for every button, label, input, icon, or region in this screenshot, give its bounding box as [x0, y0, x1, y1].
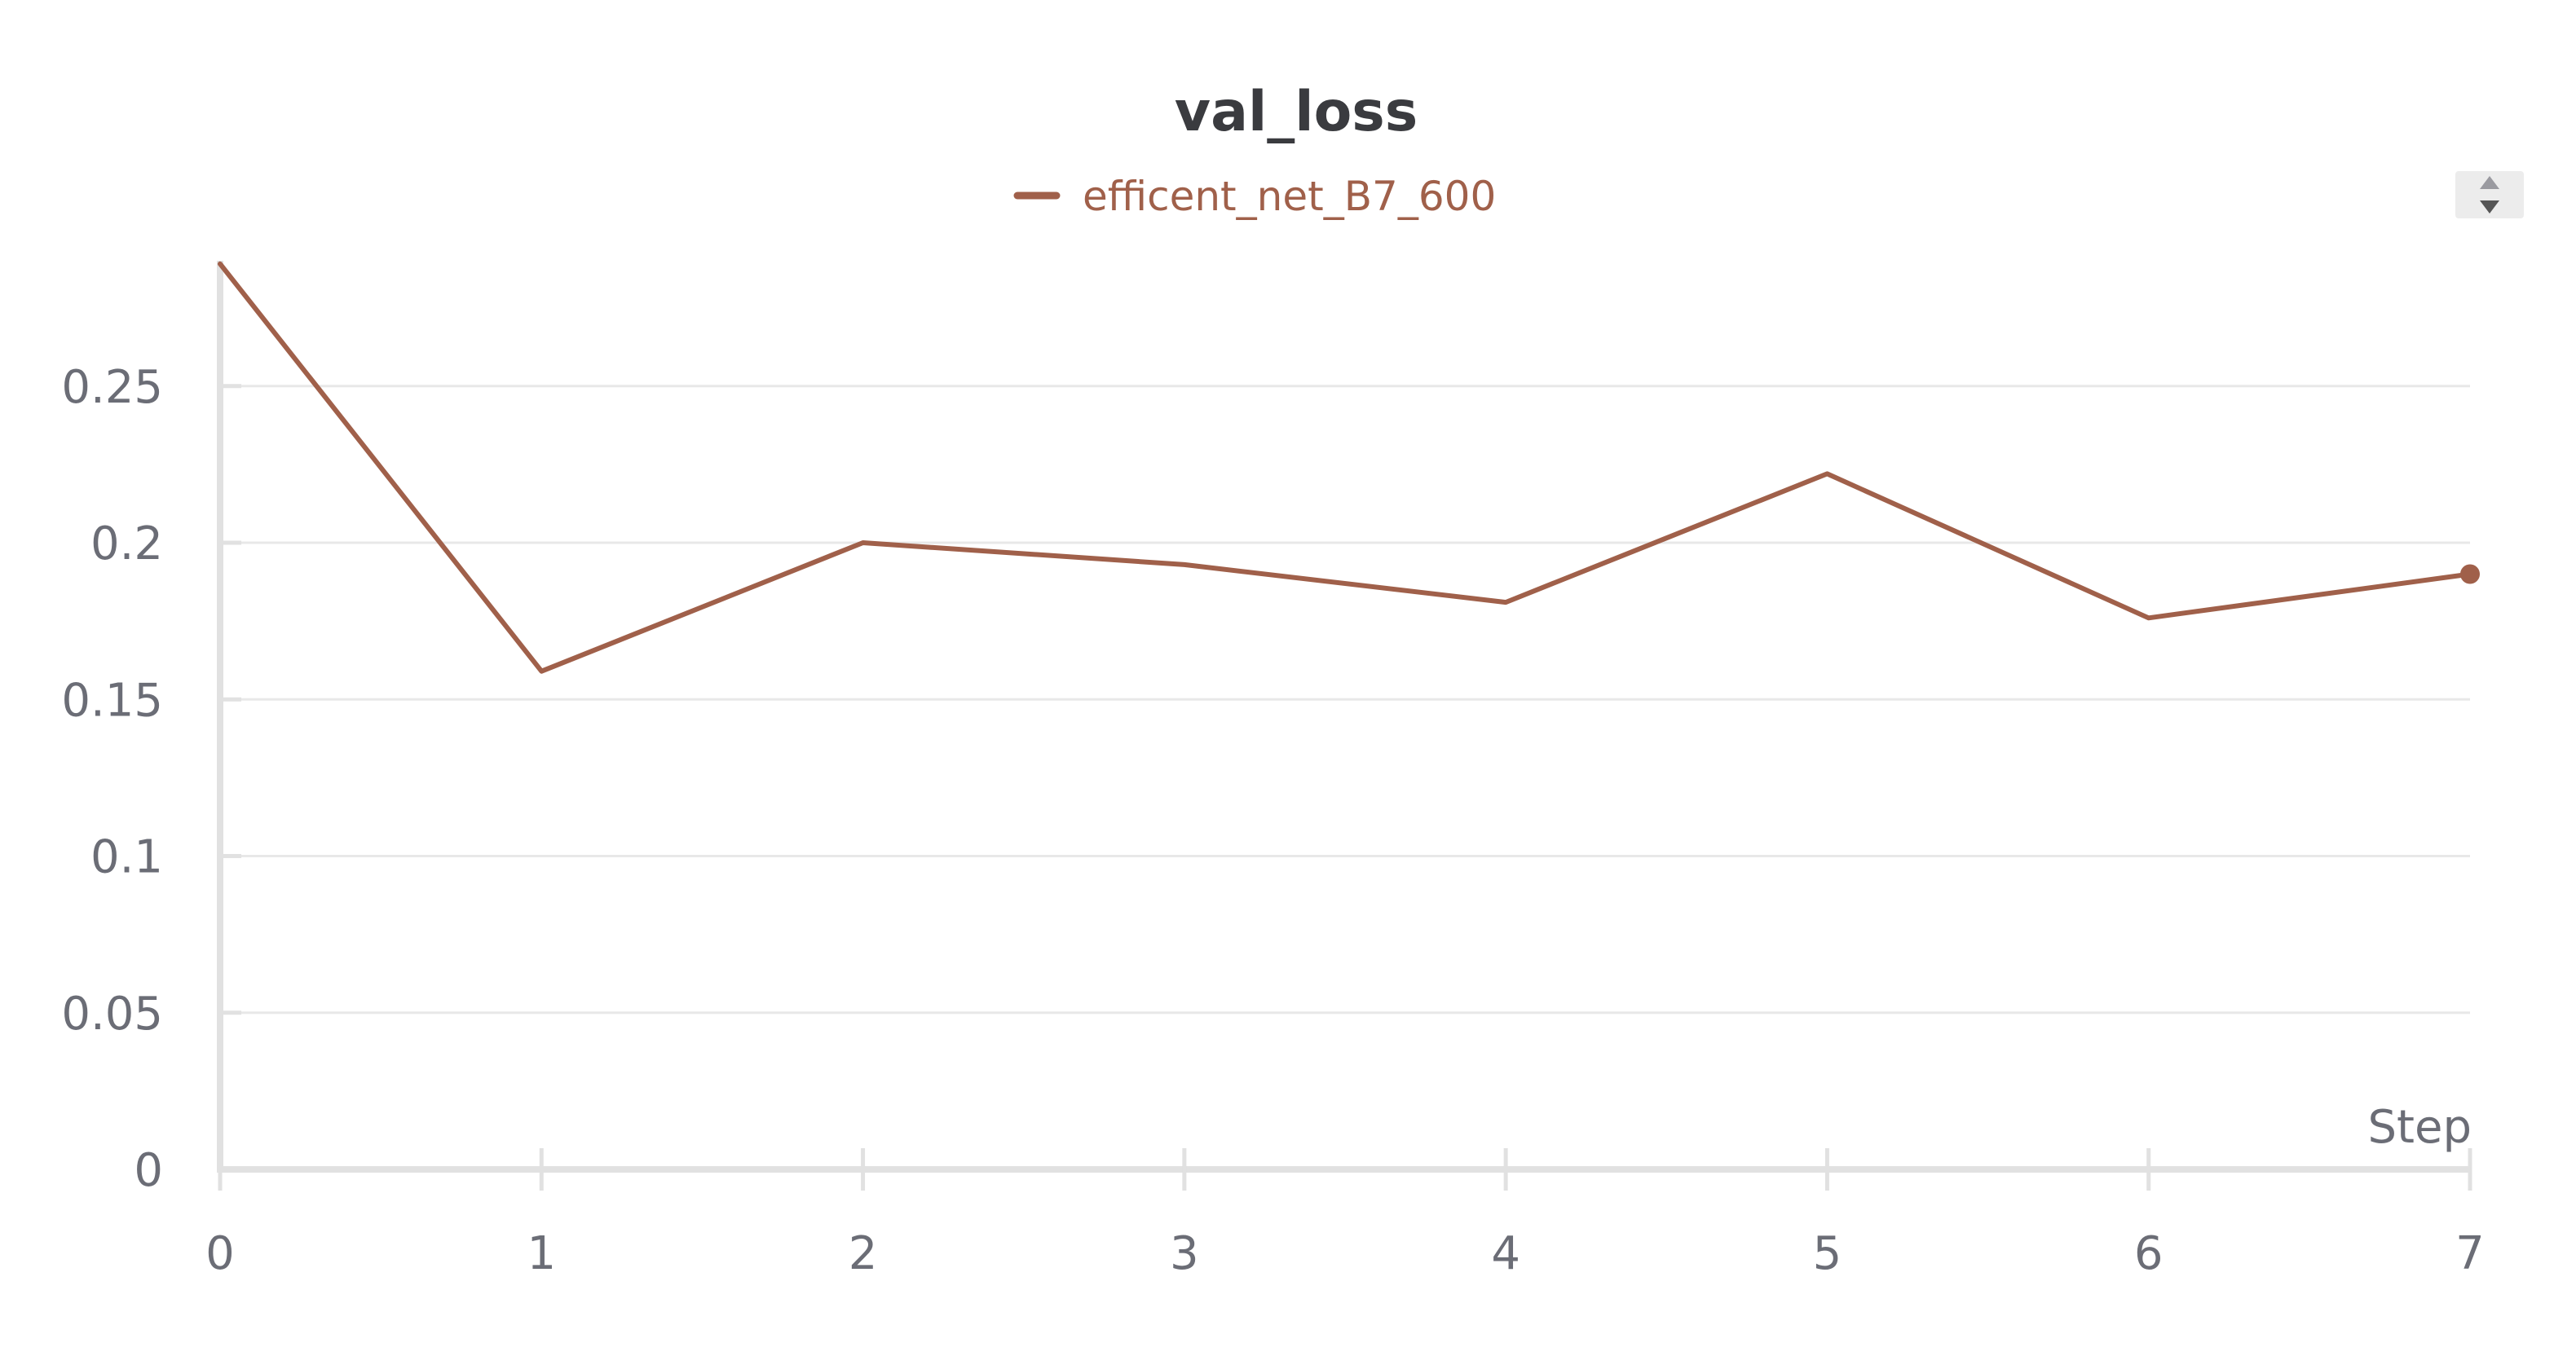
y-tick-label: 0.1 — [90, 831, 163, 884]
x-tick-label: 2 — [849, 1227, 878, 1280]
y-tick-label: 0.15 — [61, 674, 163, 727]
y-axis-ticks: 0 0.05 0.1 0.15 0.2 0.25 — [61, 361, 241, 1197]
y-tick-label: 0.25 — [61, 361, 163, 414]
x-tick-label: 1 — [527, 1227, 556, 1280]
gridlines — [220, 385, 2470, 1015]
y-tick-label: 0.05 — [61, 988, 163, 1041]
x-tick-label: 6 — [2134, 1227, 2164, 1280]
arrow-down-icon[interactable] — [2480, 200, 2499, 214]
series-end-point[interactable] — [2460, 564, 2480, 584]
legend-label-series-1: efficent_net_B7_600 — [1083, 173, 1496, 220]
arrow-up-icon[interactable] — [2480, 176, 2499, 189]
x-axis-ticks: 0 1 2 3 4 5 6 7 — [205, 1148, 2485, 1280]
legend-scroll-button[interactable] — [2455, 171, 2524, 218]
x-tick-label: 0 — [205, 1227, 235, 1280]
series — [218, 261, 2480, 674]
axes — [217, 261, 2470, 1173]
legend[interactable]: efficent_net_B7_600 — [1013, 173, 1496, 220]
x-axis-label: Step — [2367, 1101, 2472, 1154]
x-tick-label: 3 — [1170, 1227, 1199, 1280]
y-tick-label: 0 — [134, 1144, 163, 1197]
y-tick-label: 0.2 — [90, 517, 163, 570]
x-tick-label: 7 — [2455, 1227, 2485, 1280]
series-line-1[interactable] — [218, 261, 2472, 674]
x-tick-label: 5 — [1813, 1227, 1842, 1280]
x-tick-label: 4 — [1491, 1227, 1520, 1280]
chart-title: val_loss — [1175, 80, 1418, 144]
